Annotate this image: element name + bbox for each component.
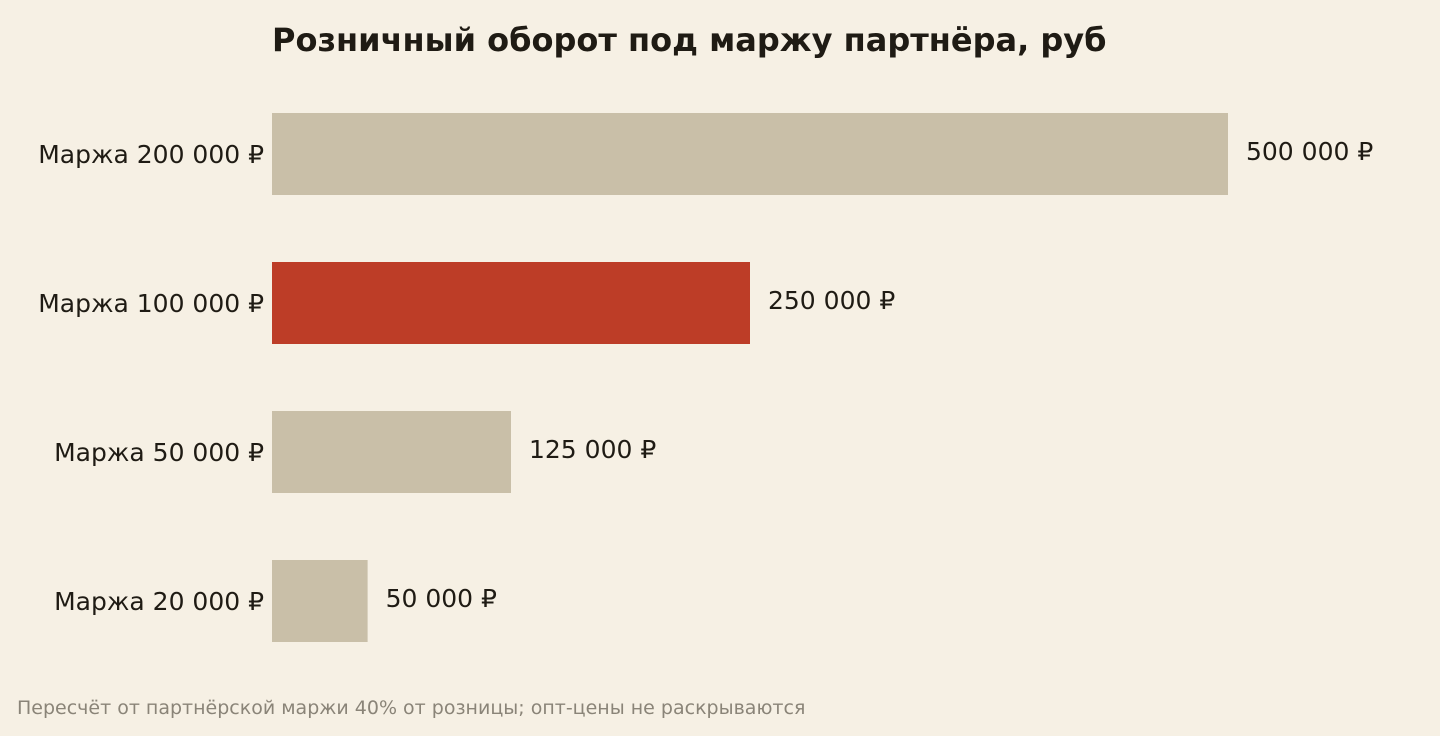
category-label-0: Маржа 200 000 ₽ <box>38 140 264 169</box>
value-label-1: 250 000 ₽ <box>768 286 895 315</box>
bar-3 <box>272 560 368 642</box>
bars-layer: Маржа 200 000 ₽ 500 000 ₽ Маржа 100 000 ₽ 2… <box>38 113 1373 642</box>
bar-2 <box>272 411 511 493</box>
value-label-2: 125 000 ₽ <box>529 435 656 464</box>
value-label-0: 500 000 ₽ <box>1246 137 1373 166</box>
chart-title: Розничный оборот под маржу партнёра, руб <box>272 21 1106 59</box>
category-label-3: Маржа 20 000 ₽ <box>54 587 264 616</box>
value-label-3: 50 000 ₽ <box>386 584 497 613</box>
category-label-2: Маржа 50 000 ₽ <box>54 438 264 467</box>
chart-footnote: Пересчёт от партнёрской маржи 40% от роз… <box>17 697 805 719</box>
category-label-1: Маржа 100 000 ₽ <box>38 289 264 318</box>
bar-0 <box>272 113 1228 195</box>
bar-1 <box>272 262 750 344</box>
